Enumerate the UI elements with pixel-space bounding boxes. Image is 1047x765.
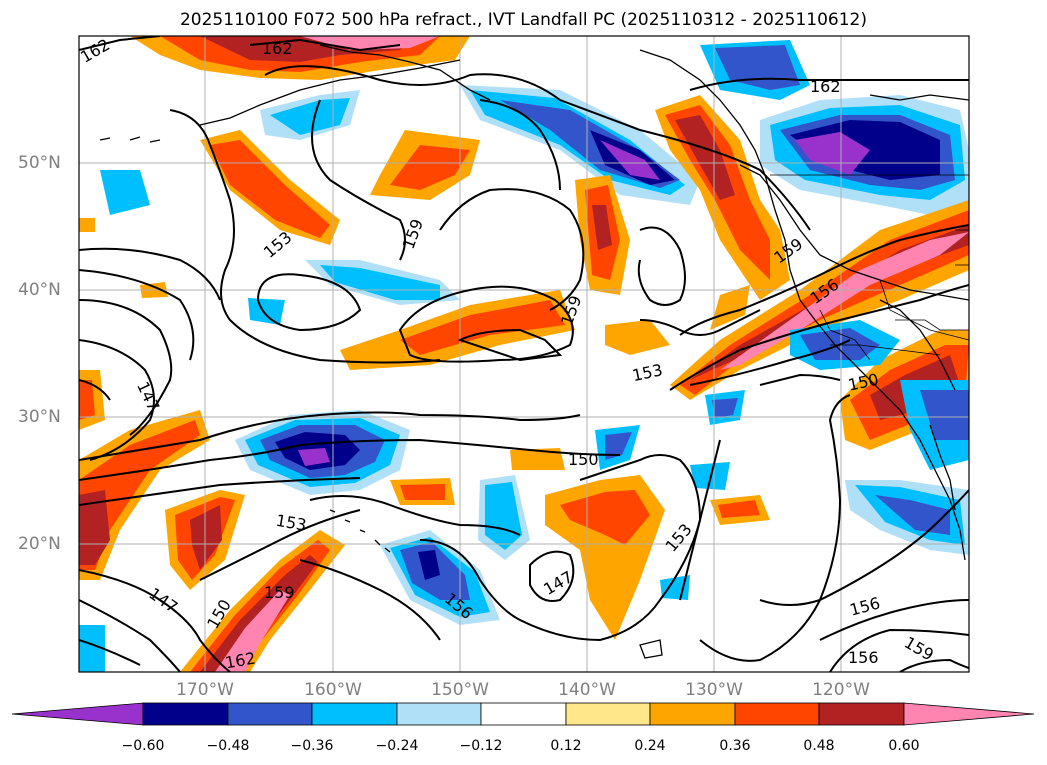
map-title: 2025110100 F072 500 hPa refract., IVT La… xyxy=(179,10,867,30)
positive-anomaly-region xyxy=(675,115,735,200)
colorbar-tick: 0.48 xyxy=(803,738,835,754)
positive-anomaly-region xyxy=(79,380,95,420)
lon-label-160w: 160°W xyxy=(304,680,362,700)
colorbar-extend-low xyxy=(11,702,144,726)
colorbar-tick: −0.12 xyxy=(459,738,503,754)
colorbar-swatch xyxy=(142,702,229,726)
lon-label-120w: 120°W xyxy=(812,680,870,700)
borders xyxy=(770,174,969,361)
positive-anomaly-region xyxy=(718,500,760,518)
negative-anomaly-region xyxy=(298,448,330,466)
positive-anomaly-region xyxy=(510,448,565,470)
positive-anomaly-region xyxy=(79,218,95,232)
shading-layer xyxy=(79,36,969,672)
colorbar-tick: −0.60 xyxy=(121,738,165,754)
colorbar-tick: 0.36 xyxy=(719,738,751,754)
lon-label-140w: 140°W xyxy=(558,680,616,700)
colorbar-tick: −0.48 xyxy=(206,738,250,754)
gridlines xyxy=(79,36,969,672)
negative-anomaly-region xyxy=(100,170,150,215)
colorbar-extend-high xyxy=(903,702,1035,726)
lon-label-150w: 150°W xyxy=(431,680,489,700)
negative-anomaly-region xyxy=(875,495,950,535)
colorbar-swatch xyxy=(227,702,313,726)
lat-label-30n: 30°N xyxy=(18,407,61,427)
map-frame xyxy=(78,35,970,673)
lat-label-20n: 20°N xyxy=(18,534,61,554)
positive-anomaly-region xyxy=(710,285,750,330)
positive-anomaly-region xyxy=(210,140,330,238)
positive-anomaly-region xyxy=(79,490,110,565)
negative-anomaly-region xyxy=(920,390,969,440)
positive-anomaly-region xyxy=(605,320,670,355)
negative-anomaly-region xyxy=(600,140,660,180)
colorbar-swatch xyxy=(565,702,651,726)
lat-label-40n: 40°N xyxy=(18,280,61,300)
contour-label: 150 xyxy=(568,450,599,469)
lon-label-130w: 130°W xyxy=(685,680,743,700)
colorbar-swatch xyxy=(396,702,482,726)
colorbar-tick: −0.36 xyxy=(290,738,334,754)
negative-anomaly-region xyxy=(418,550,440,580)
colorbar-swatch xyxy=(734,702,820,726)
positive-anomaly-region xyxy=(400,484,445,500)
negative-anomaly-region xyxy=(485,482,522,550)
negative-anomaly-region xyxy=(712,398,738,418)
negative-anomaly-region xyxy=(320,265,440,300)
positive-anomaly-region xyxy=(592,205,612,250)
contour-label: 162 xyxy=(810,77,841,96)
lon-label-170w: 170°W xyxy=(176,680,234,700)
colorbar-tick: −0.24 xyxy=(375,738,419,754)
lat-label-50n: 50°N xyxy=(18,153,61,173)
negative-anomaly-region xyxy=(605,432,632,460)
negative-anomaly-region xyxy=(795,132,870,175)
negative-anomaly-region xyxy=(79,625,105,672)
positive-anomaly-region xyxy=(400,300,565,355)
negative-anomaly-region xyxy=(248,298,285,325)
positive-anomaly-region xyxy=(390,145,470,190)
colorbar-swatch xyxy=(649,702,736,726)
colorbar-tick: 0.24 xyxy=(634,738,666,754)
colorbar-swatch xyxy=(818,702,905,726)
positive-anomaly-region xyxy=(79,410,210,580)
colorbar-tick: 0.12 xyxy=(550,738,582,754)
negative-anomaly-region xyxy=(270,98,350,135)
positive-anomaly-region xyxy=(560,490,650,545)
positive-anomaly-region xyxy=(300,36,440,50)
colorbar-swatch xyxy=(311,702,398,726)
colorbar xyxy=(11,702,1035,726)
coastlines xyxy=(99,44,969,659)
positive-anomaly-region xyxy=(215,590,290,672)
colorbar-swatch xyxy=(480,702,567,726)
contour-label: 162 xyxy=(262,39,293,58)
colorbar-tick: 0.60 xyxy=(888,738,920,754)
positive-anomaly-region xyxy=(190,505,222,570)
contour-label: 159 xyxy=(264,583,295,602)
height-contours xyxy=(79,36,969,672)
contour-label: 156 xyxy=(848,648,879,667)
